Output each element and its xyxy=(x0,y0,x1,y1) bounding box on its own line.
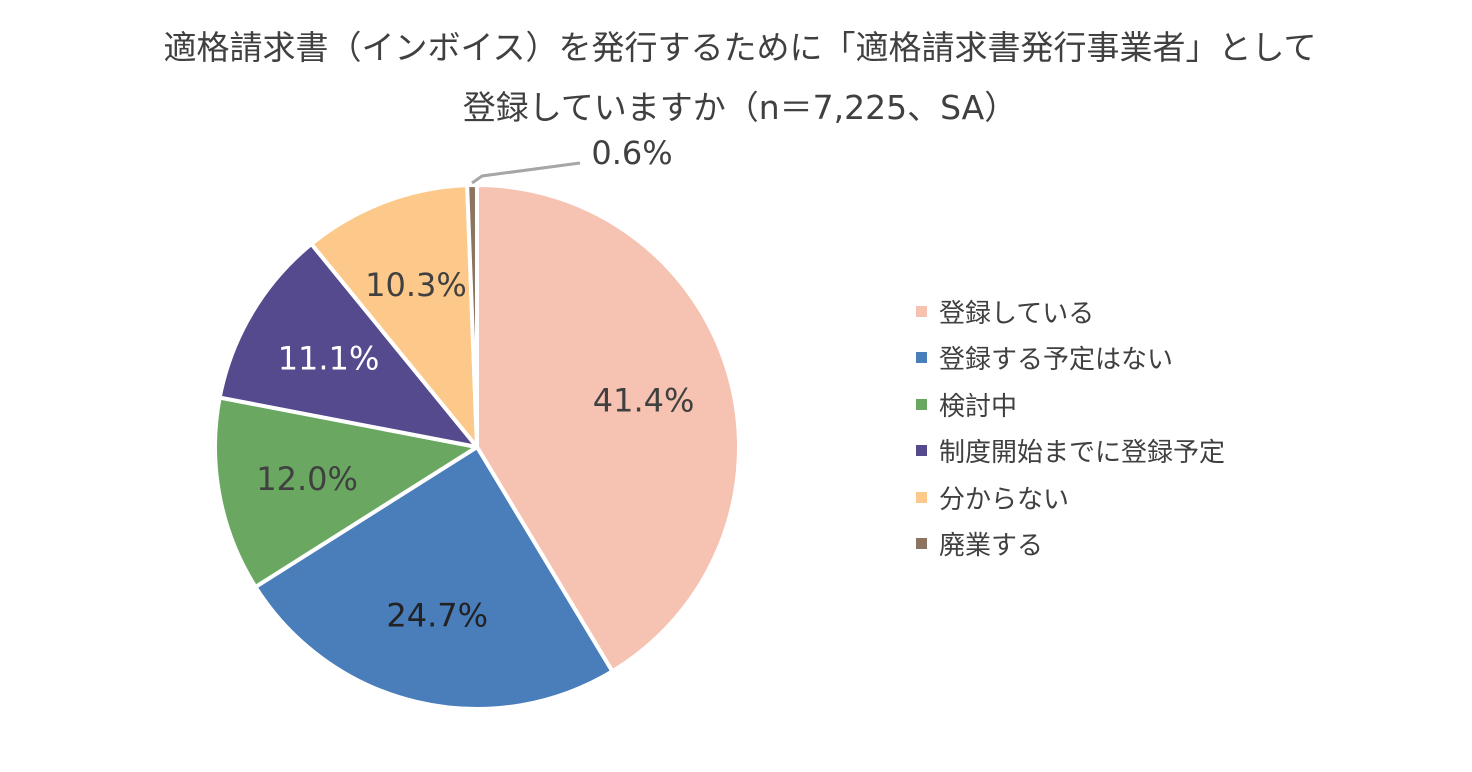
pie-slice-5 xyxy=(309,183,479,449)
pie-slice-2 xyxy=(253,445,615,711)
legend-swatch-6 xyxy=(916,538,927,550)
pie-slice-4 xyxy=(217,241,479,449)
pie-slice-3 xyxy=(213,395,479,589)
legend-swatch-4 xyxy=(916,445,927,457)
pie-slice-6 xyxy=(465,183,479,449)
chart-title: 適格請求書（インボイス）を発行するために「適格請求書発行事業者」として 登録して… xyxy=(60,18,1420,138)
pie-slice-1 xyxy=(475,183,741,674)
data-label-2: 24.7% xyxy=(386,596,488,634)
chart-title-line-2: 登録していますか（n＝7,225、SA） xyxy=(462,88,1018,127)
legend: 登録している登録する予定はない 検討中制度開始までに登録予定 分からない廃業する xyxy=(916,288,1225,567)
data-label-1: 41.4% xyxy=(593,382,695,420)
legend-label-3: 検討中 xyxy=(939,391,1018,422)
legend-label-4: 制度開始までに登録予定 xyxy=(939,438,1226,469)
data-label-4: 11.1% xyxy=(278,339,380,377)
legend-swatch-2 xyxy=(916,352,927,364)
data-label-6: 0.6% xyxy=(591,134,672,172)
legend-label-1: 登録している xyxy=(939,298,1095,329)
leader-line-6 xyxy=(471,161,581,185)
legend-item-3: 検討中 xyxy=(916,381,1225,428)
legend-swatch-3 xyxy=(916,398,927,410)
legend-label-5: 分からない xyxy=(939,484,1070,515)
legend-swatch-5 xyxy=(916,491,927,503)
legend-item-2: 登録する予定はない xyxy=(916,335,1225,382)
legend-item-5: 分からない xyxy=(916,474,1225,521)
data-label-5: 10.3% xyxy=(365,266,467,304)
legend-item-6: 廃業する xyxy=(916,521,1225,568)
legend-item-4: 制度開始までに登録予定 xyxy=(916,428,1225,475)
legend-swatch-1 xyxy=(916,305,927,317)
chart-title-line-1: 適格請求書（インボイス）を発行するために「適格請求書発行事業者」として xyxy=(163,28,1317,67)
legend-label-2: 登録する予定はない xyxy=(939,345,1174,376)
legend-item-1: 登録している xyxy=(916,288,1225,335)
data-label-3: 12.0% xyxy=(256,460,358,498)
legend-label-6: 廃業する xyxy=(939,531,1044,562)
